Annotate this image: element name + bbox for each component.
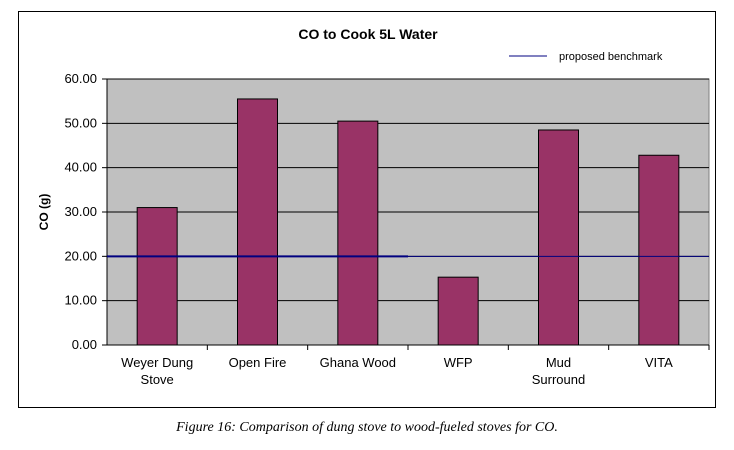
bar	[337, 120, 379, 346]
x-tick-label: WFP	[444, 355, 473, 370]
x-tick-labels: Weyer Dung Stove Open Fire Ghana Wood WFP Mud…	[121, 355, 673, 387]
y-tick-labels: 0.00 10.00 20.00 30.00 40.00 50.00 60.00	[64, 71, 97, 352]
legend-benchmark-label: proposed benchmark	[559, 51, 663, 63]
y-tick-label: 50.00	[64, 115, 97, 130]
y-tick-label: 30.00	[64, 204, 97, 219]
y-tick-label: 60.00	[64, 71, 97, 86]
x-tick-label: Surround	[532, 372, 585, 387]
x-tick-label: Open Fire	[229, 355, 287, 370]
bar	[136, 207, 178, 346]
bar	[237, 98, 278, 346]
y-tick-label: 0.00	[72, 337, 97, 352]
chart-title: CO to Cook 5L Water	[298, 26, 438, 42]
bar	[638, 154, 680, 346]
y-tick-label: 10.00	[64, 293, 97, 308]
x-tick-label: Mud	[546, 355, 571, 370]
y-axis-label: CO (g)	[37, 194, 51, 231]
figure-caption: Figure 16: Comparison of dung stove to w…	[176, 420, 558, 435]
x-tick-label: Stove	[141, 372, 174, 387]
bar	[538, 129, 579, 346]
co-bar-chart: CO to Cook 5L Water proposed benchmark 0…	[37, 26, 710, 387]
x-tick-label: VITA	[645, 355, 673, 370]
y-tick-label: 20.00	[64, 248, 97, 263]
x-tick-label: Weyer Dung	[121, 355, 193, 370]
bar	[437, 276, 479, 346]
x-tick-label: Ghana Wood	[320, 355, 396, 370]
chart-frame: CO to Cook 5L Water proposed benchmark 0…	[18, 11, 716, 408]
bars	[136, 98, 680, 346]
legend: proposed benchmark	[509, 51, 663, 63]
y-tick-label: 40.00	[64, 160, 97, 175]
